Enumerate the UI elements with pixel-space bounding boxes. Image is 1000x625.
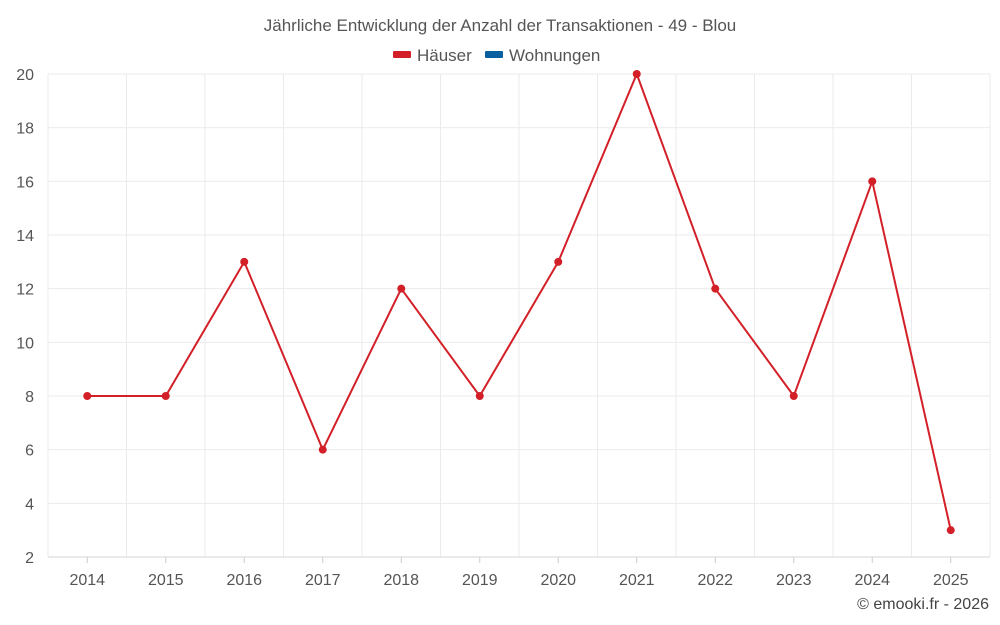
x-tick-label: 2023 [776, 572, 812, 589]
data-point[interactable] [161, 392, 170, 400]
data-point[interactable] [946, 526, 955, 535]
data-point[interactable] [632, 70, 641, 78]
data-point[interactable] [240, 257, 249, 266]
legend-swatch-wohnungen [485, 51, 503, 58]
legend: Häuser Wohnungen [393, 46, 600, 65]
y-tick-label: 4 [25, 496, 34, 513]
y-tick-label: 2 [25, 550, 34, 567]
chart-title: Jährliche Entwicklung der Anzahl der Tra… [264, 16, 736, 35]
legend-label-wohnungen: Wohnungen [509, 46, 600, 65]
data-point[interactable] [554, 257, 563, 266]
data-point[interactable] [318, 445, 327, 454]
x-tick-label: 2018 [383, 572, 419, 589]
data-point[interactable] [83, 392, 92, 400]
series-layer [83, 70, 955, 535]
data-point[interactable] [475, 392, 484, 400]
data-point[interactable] [711, 284, 720, 293]
x-tick-label: 2014 [69, 572, 105, 589]
y-tick-label: 8 [25, 389, 34, 406]
x-tick-label: 2021 [619, 572, 655, 589]
x-tick-label: 2016 [226, 572, 262, 589]
y-tick-label: 16 [16, 174, 34, 191]
y-tick-label: 20 [16, 67, 34, 84]
legend-label-haeuser: Häuser [417, 46, 472, 65]
y-tick-label: 14 [16, 228, 34, 245]
x-tick-label: 2020 [540, 572, 576, 589]
x-tick-label: 2019 [462, 572, 498, 589]
legend-item-haeuser[interactable]: Häuser [393, 46, 472, 65]
credit-text: © emooki.fr - 2026 [857, 596, 989, 613]
x-tick-label: 2017 [305, 572, 341, 589]
legend-swatch-haeuser [393, 51, 411, 58]
y-tick-label: 12 [16, 282, 34, 299]
data-point[interactable] [397, 284, 406, 293]
legend-item-wohnungen[interactable]: Wohnungen [485, 46, 600, 65]
x-tick-label: 2015 [148, 572, 184, 589]
grid [47, 73, 991, 558]
y-tick-label: 6 [25, 443, 34, 460]
data-point[interactable] [789, 392, 798, 400]
x-tick-label: 2025 [933, 572, 969, 589]
axes: 2 4 6 8 10 12 14 16 18 20 2014 2015 2016 2017 2018 2019… [16, 67, 990, 589]
series-line-haeuser [87, 73, 952, 531]
y-tick-label: 10 [16, 335, 34, 352]
data-point[interactable] [868, 177, 877, 186]
x-tick-label: 2024 [854, 572, 890, 589]
y-tick-label: 18 [16, 121, 34, 138]
x-tick-label: 2022 [697, 572, 733, 589]
